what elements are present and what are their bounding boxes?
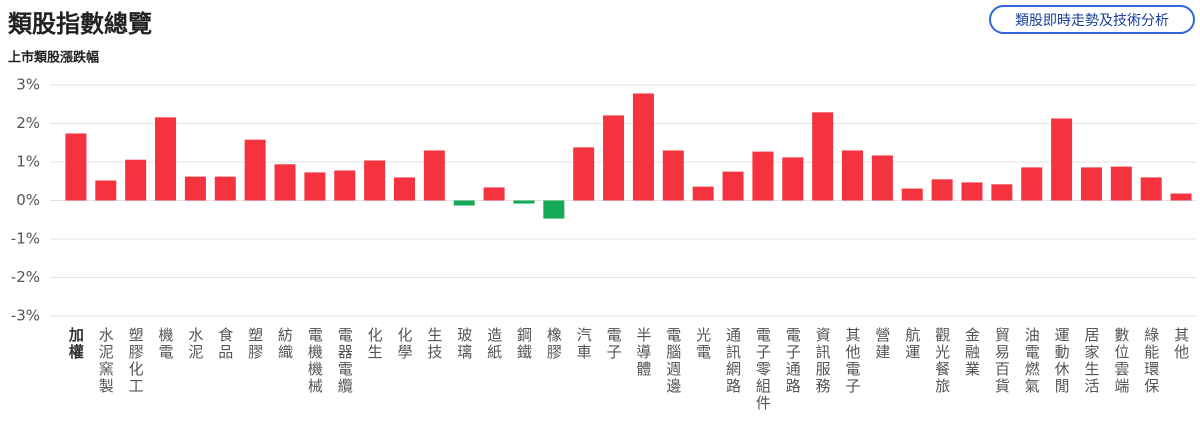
x-tick-label: 居家生活 (1082, 327, 1100, 395)
bar (842, 150, 864, 201)
x-tick-label: 汽車 (575, 327, 593, 361)
y-tick-label: 3% (16, 76, 40, 94)
x-tick-label: 運動休閒 (1053, 327, 1071, 395)
bar (393, 177, 415, 201)
x-tick-label: 橡膠 (545, 327, 563, 361)
x-tick-label: 電腦週邊 (664, 327, 682, 395)
x-tick-label: 營建 (873, 327, 891, 361)
x-tick-label: 玻璃 (455, 327, 473, 361)
x-tick-label: 化學 (395, 327, 413, 361)
bar (632, 93, 654, 201)
x-tick-label: 電子 (605, 327, 623, 361)
x-tick-label: 綠能環保 (1142, 327, 1160, 395)
chart-title: 上市類股漲跌幅 (8, 50, 99, 66)
x-tick-label: 數位雲端 (1112, 327, 1130, 395)
bar (1140, 177, 1162, 201)
x-tick-label: 電子通路 (784, 327, 802, 395)
bar (752, 151, 774, 201)
bar (692, 186, 714, 201)
x-tick-label: 航運 (903, 327, 921, 361)
x-tick-label: 機電 (157, 327, 175, 361)
bar (931, 179, 953, 201)
bar (95, 180, 117, 201)
x-tick-label: 造紙 (485, 327, 503, 361)
bar (155, 117, 177, 201)
x-tick-label: 生技 (425, 327, 443, 361)
y-tick-label: -2% (11, 268, 40, 286)
x-tick-label: 紡織 (276, 327, 294, 361)
bar (453, 200, 475, 206)
y-tick-label: 0% (16, 191, 40, 209)
x-tick-label: 加權 (67, 327, 85, 361)
bar (274, 164, 296, 201)
x-tick-label: 光電 (694, 327, 712, 361)
bar (871, 155, 893, 201)
bar (364, 160, 386, 201)
bar (812, 112, 834, 201)
x-tick-label: 電子零組件 (754, 327, 772, 412)
bar (1051, 118, 1073, 201)
x-tick-label: 電機機械 (306, 327, 324, 395)
x-tick-label: 塑膠化工 (127, 327, 145, 395)
bar (1110, 166, 1132, 201)
bar (184, 176, 206, 201)
bar (543, 200, 565, 219)
x-tick-label: 金融業 (963, 327, 981, 378)
bar (961, 182, 983, 201)
x-tick-label: 化生 (366, 327, 384, 361)
x-tick-label: 塑膠 (246, 327, 264, 361)
bar (334, 170, 356, 201)
x-tick-label: 半導體 (634, 327, 652, 378)
bar (214, 176, 236, 201)
x-tick-label: 貿易百貨 (993, 327, 1011, 395)
bar (244, 139, 266, 201)
bar (65, 133, 87, 201)
bar (423, 150, 445, 201)
page-title: 類股指數總覽 (8, 10, 152, 38)
x-tick-label: 水泥 (186, 327, 204, 361)
bar (722, 171, 744, 201)
analysis-button[interactable]: 類股即時走勢及技術分析 (989, 5, 1195, 34)
x-tick-label: 其他電子 (844, 327, 862, 395)
y-tick-label: -1% (11, 230, 40, 248)
x-tick-label: 資訊服務 (814, 327, 832, 395)
bar (573, 147, 595, 201)
x-tick-label: 食品 (216, 327, 234, 361)
x-tick-label: 鋼鐵 (515, 327, 533, 361)
bar (513, 200, 535, 204)
bar (1021, 167, 1043, 201)
bar (662, 150, 684, 201)
bar (901, 188, 923, 201)
bar (125, 159, 147, 201)
y-tick-label: 1% (16, 153, 40, 171)
y-tick-label: 2% (16, 114, 40, 132)
x-tick-label: 通訊網路 (724, 327, 742, 395)
bar (304, 172, 326, 201)
bar (782, 157, 804, 201)
x-tick-label: 水泥窯製 (97, 327, 115, 395)
x-tick-label: 其他 (1172, 327, 1190, 361)
y-tick-label: -3% (11, 307, 40, 325)
bar (991, 184, 1013, 201)
x-tick-label: 油電燃氣 (1023, 327, 1041, 395)
bar (1080, 167, 1102, 201)
bar (603, 115, 625, 201)
x-tick-label: 觀光餐旅 (933, 327, 951, 395)
bar (1170, 193, 1192, 201)
bar (483, 187, 505, 201)
x-tick-label: 電器電纜 (336, 327, 354, 395)
